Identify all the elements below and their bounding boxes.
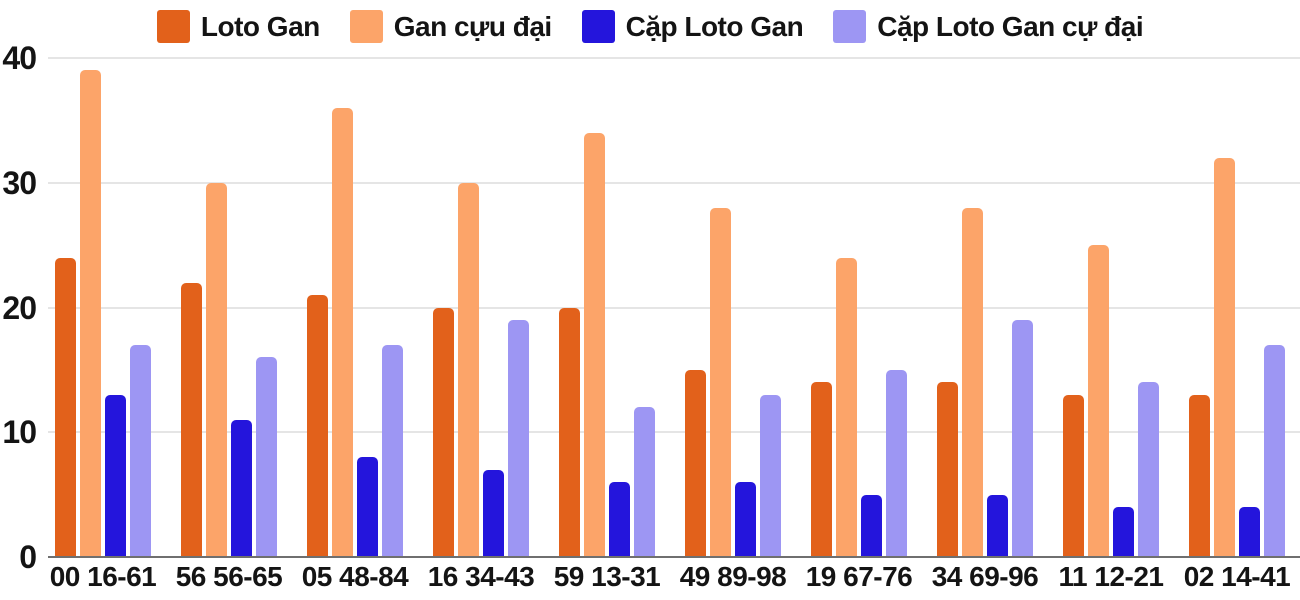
bar-gan-cuu-ai xyxy=(1214,157,1235,557)
bar-group-59-13-31: 59 13-31 xyxy=(544,58,670,592)
x-tick-label: 05 48-84 xyxy=(301,561,409,592)
bar-group-11-12-21: 11 12-21 xyxy=(1048,58,1174,592)
bar-gan-cuu-ai xyxy=(1088,245,1109,557)
bar-cap-loto-gan xyxy=(609,482,630,557)
bar-group-34-69-96: 34 69-96 xyxy=(922,58,1048,592)
legend-swatch-icon xyxy=(349,10,383,43)
bar-gan-cuu-ai xyxy=(962,207,983,557)
x-tick-label: 11 12-21 xyxy=(1058,561,1165,592)
x-tick-label: 02 14-41 xyxy=(1183,561,1291,592)
bar-loto-gan xyxy=(1063,394,1084,557)
bar-loto-gan xyxy=(307,295,328,557)
bar-cap-loto-gan xyxy=(231,419,252,557)
y-tick-label-40: 40 xyxy=(2,40,37,76)
x-tick-label: 00 16-61 xyxy=(49,561,157,592)
bar-cap-loto-gan-cu-ai xyxy=(634,407,655,557)
bar-group-49-89-98: 49 89-98 xyxy=(670,58,796,592)
legend-item-gan-cuu-ai[interactable]: Gan cựu đại xyxy=(349,10,552,43)
legend-item-loto-gan[interactable]: Loto Gan xyxy=(156,10,320,43)
bar-cap-loto-gan-cu-ai xyxy=(1012,319,1033,557)
bar-loto-gan xyxy=(181,282,202,557)
bar-cap-loto-gan-cu-ai xyxy=(508,319,529,557)
bar-loto-gan xyxy=(1189,394,1210,557)
bar-gan-cuu-ai xyxy=(710,207,731,557)
bar-gan-cuu-ai xyxy=(206,182,227,557)
x-tick-label: 59 13-31 xyxy=(553,561,661,592)
y-tick-label-20: 20 xyxy=(2,289,37,326)
x-tick-label: 34 69-96 xyxy=(931,561,1039,592)
x-tick-label: 56 56-65 xyxy=(175,561,283,592)
bar-gan-cuu-ai xyxy=(836,257,857,557)
bar-groups: 00 16-61 56 56-65 05 48-84 16 34-43 59 13-31… xyxy=(40,58,1300,592)
legend-swatch-icon xyxy=(156,10,190,43)
bar-gan-cuu-ai xyxy=(584,132,605,557)
bar-group-16-34-43: 16 34-43 xyxy=(418,58,544,592)
plot-area: 00 16-61 56 56-65 05 48-84 16 34-43 59 13-31… xyxy=(40,57,1300,592)
y-tick-label-10: 10 xyxy=(2,414,37,451)
x-tick-label: 16 34-43 xyxy=(427,561,535,592)
bar-cap-loto-gan-cu-ai xyxy=(130,344,151,557)
bar-cap-loto-gan xyxy=(861,494,882,557)
bar-loto-gan xyxy=(433,307,454,557)
bar-cap-loto-gan xyxy=(1113,507,1134,557)
legend-item-cap-loto-gan[interactable]: Cặp Loto Gan xyxy=(581,10,804,43)
legend-swatch-icon xyxy=(833,10,867,43)
gridline-10 xyxy=(48,431,1300,434)
bar-loto-gan xyxy=(55,257,76,557)
bar-group-56-56-65: 56 56-65 xyxy=(166,58,292,592)
bar-group-00-16-61: 00 16-61 xyxy=(40,58,166,592)
x-tick-label: 49 89-98 xyxy=(679,561,787,592)
gridline-40 xyxy=(48,57,1300,59)
gridline-20 xyxy=(48,306,1300,309)
bar-gan-cuu-ai xyxy=(332,107,353,557)
bar-cap-loto-gan-cu-ai xyxy=(256,357,277,557)
legend-item-cap-loto-gan-cu-ai[interactable]: Cặp Loto Gan cự đại xyxy=(833,10,1144,43)
bar-gan-cuu-ai xyxy=(80,70,101,557)
bar-cap-loto-gan-cu-ai xyxy=(1264,344,1285,557)
y-axis-labels: 0 10 20 30 40 xyxy=(0,0,37,600)
bar-group-19-67-76: 19 67-76 xyxy=(796,58,922,592)
bar-loto-gan xyxy=(685,369,706,557)
x-tick-label: 19 67-76 xyxy=(805,561,913,592)
bar-cap-loto-gan xyxy=(105,394,126,557)
bar-cap-loto-gan-cu-ai xyxy=(1138,382,1159,557)
y-tick-label-0: 0 xyxy=(19,539,37,575)
legend-label: Loto Gan xyxy=(200,10,320,42)
bar-loto-gan xyxy=(559,307,580,557)
bar-loto-gan xyxy=(811,382,832,557)
legend-label: Gan cựu đại xyxy=(393,10,552,42)
chart-legend: Loto Gan Gan cựu đại Cặp Loto Gan Cặp Loto … xyxy=(0,10,1300,43)
bar-gan-cuu-ai xyxy=(458,182,479,557)
bar-cap-loto-gan xyxy=(987,494,1008,557)
legend-swatch-icon xyxy=(581,10,615,43)
bar-cap-loto-gan-cu-ai xyxy=(382,344,403,557)
bar-cap-loto-gan xyxy=(1239,507,1260,557)
bar-cap-loto-gan xyxy=(357,457,378,557)
bar-cap-loto-gan-cu-ai xyxy=(886,369,907,557)
bar-group-05-48-84: 05 48-84 xyxy=(292,58,418,592)
x-axis-line xyxy=(48,556,1300,558)
legend-label: Cặp Loto Gan cự đại xyxy=(877,10,1144,42)
bar-cap-loto-gan xyxy=(735,482,756,557)
legend-label: Cặp Loto Gan xyxy=(625,10,804,42)
bar-group-02-14-41: 02 14-41 xyxy=(1174,58,1300,592)
y-tick-label-30: 30 xyxy=(2,164,37,201)
bar-cap-loto-gan-cu-ai xyxy=(760,394,781,557)
bar-cap-loto-gan xyxy=(483,469,504,557)
gridline-30 xyxy=(48,181,1300,184)
bar-loto-gan xyxy=(937,382,958,557)
